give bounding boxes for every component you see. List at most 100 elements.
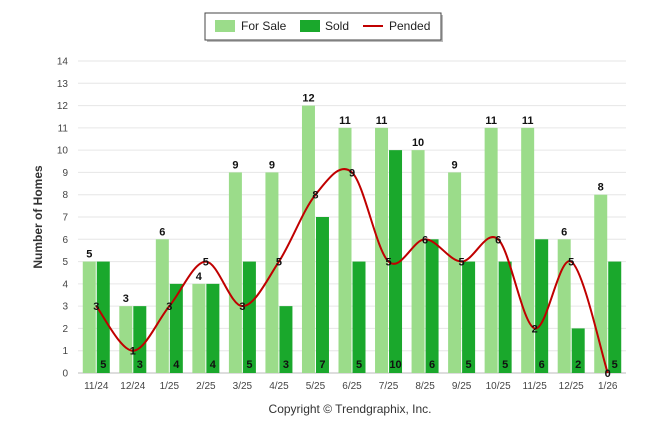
- label-for-sale-9-25: 9: [452, 159, 458, 171]
- label-for-sale-12-25: 6: [561, 226, 567, 238]
- y-tick-label-12: 12: [57, 101, 69, 112]
- label-for-sale-11-24: 5: [86, 249, 92, 261]
- label-pended-12-25: 5: [568, 257, 574, 269]
- x-tick-label-12-25: 12/25: [559, 381, 584, 392]
- x-axis-ticks: 11/24 12/24 1/25 2/25 3/25 4/25 5/25 6/25 7/25 8/…: [84, 381, 618, 392]
- label-for-sale-2-25: 4: [196, 271, 203, 283]
- legend-label-pended: Pended: [389, 19, 430, 33]
- bar-sold-3-25: [242, 261, 256, 373]
- bar-for-sale-9-25: [448, 172, 462, 373]
- label-sold-11-24: 5: [100, 359, 106, 371]
- label-sold-6-25: 5: [356, 359, 362, 371]
- label-for-sale-12-24: 3: [123, 293, 129, 305]
- label-sold-12-24: 3: [137, 359, 143, 371]
- copyright-credit: Copyright © Trendgraphix, Inc.: [269, 402, 432, 416]
- label-sold-7-25: 10: [389, 359, 401, 371]
- label-sold-12-25: 2: [575, 359, 581, 371]
- x-tick-label-1-26: 1/26: [598, 381, 618, 392]
- y-tick-label-13: 13: [57, 79, 69, 90]
- label-for-sale-4-25: 9: [269, 159, 275, 171]
- label-pended-10-25: 6: [495, 234, 501, 246]
- label-sold-5-25: 7: [319, 359, 325, 371]
- bar-sold-1-26: [608, 261, 622, 373]
- label-sold-1-25: 4: [173, 359, 180, 371]
- label-for-sale-3-25: 9: [232, 159, 238, 171]
- data-labels: 5533644495931271151110106951151166285313…: [86, 93, 618, 380]
- y-tick-label-2: 2: [62, 324, 68, 335]
- label-pended-11-24: 3: [93, 301, 99, 313]
- label-for-sale-6-25: 11: [339, 115, 351, 127]
- label-pended-12-24: 1: [130, 346, 136, 358]
- label-pended-7-25: 5: [385, 257, 391, 269]
- bar-for-sale-6-25: [338, 127, 352, 373]
- x-tick-label-6-25: 6/25: [342, 381, 362, 392]
- bar-for-sale-12-24: [119, 306, 133, 373]
- label-pended-6-25: 9: [349, 167, 355, 179]
- label-pended-11-25: 2: [532, 323, 538, 335]
- bar-sold-5-25: [315, 217, 329, 373]
- label-for-sale-7-25: 11: [376, 115, 388, 127]
- label-pended-1-26: 0: [605, 368, 611, 380]
- y-tick-label-5: 5: [62, 257, 68, 268]
- bars: [82, 105, 622, 374]
- label-pended-3-25: 3: [239, 301, 245, 313]
- pended-line-path: [95, 168, 609, 374]
- y-tick-label-14: 14: [57, 57, 69, 68]
- y-tick-label-7: 7: [62, 213, 68, 224]
- bar-for-sale-5-25: [301, 105, 315, 374]
- label-sold-9-25: 5: [466, 359, 472, 371]
- bar-sold-2-25: [206, 283, 220, 373]
- y-axis-label: Number of Homes: [31, 165, 45, 269]
- bar-for-sale-2-25: [192, 283, 206, 373]
- bar-sold-10-25: [498, 261, 512, 373]
- bar-sold-8-25: [425, 239, 439, 373]
- legend-box: [204, 12, 442, 41]
- label-sold-11-25: 6: [539, 359, 545, 371]
- y-tick-label-1: 1: [62, 346, 68, 357]
- bar-sold-12-25: [571, 328, 585, 373]
- x-tick-label-10-25: 10/25: [486, 381, 511, 392]
- x-tick-label-11-25: 11/25: [523, 381, 548, 392]
- bar-for-sale-11-25: [521, 127, 535, 373]
- pended-line: [95, 168, 609, 374]
- x-tick-label-2-25: 2/25: [196, 381, 216, 392]
- label-sold-4-25: 3: [283, 359, 289, 371]
- bar-sold-6-25: [352, 261, 366, 373]
- legend: For Sale Sold Pended: [204, 12, 443, 42]
- bar-for-sale-11-24: [82, 261, 96, 373]
- bar-sold-7-25: [389, 150, 403, 373]
- label-sold-3-25: 5: [246, 359, 252, 371]
- y-tick-label-10: 10: [57, 146, 69, 157]
- label-pended-9-25: 5: [459, 257, 465, 269]
- y-tick-label-11: 11: [58, 123, 69, 134]
- x-tick-label-5-25: 5/25: [306, 381, 326, 392]
- x-tick-label-7-25: 7/25: [379, 381, 399, 392]
- bar-sold-11-25: [535, 239, 549, 373]
- bar-for-sale-1-26: [594, 194, 608, 373]
- label-for-sale-10-25: 11: [485, 115, 497, 127]
- label-sold-2-25: 4: [210, 359, 217, 371]
- y-tick-label-6: 6: [62, 235, 68, 246]
- label-pended-4-25: 5: [276, 257, 282, 269]
- y-tick-label-9: 9: [62, 168, 68, 179]
- bar-for-sale-8-25: [411, 150, 425, 373]
- x-tick-label-11-24: 11/24: [84, 381, 109, 392]
- legend-label-for-sale: For Sale: [241, 19, 287, 33]
- x-tick-label-8-25: 8/25: [415, 381, 435, 392]
- y-tick-label-3: 3: [62, 302, 68, 313]
- y-tick-label-4: 4: [62, 279, 68, 290]
- label-for-sale-11-25: 11: [522, 115, 534, 127]
- bar-for-sale-1-25: [155, 239, 169, 373]
- y-tick-label-0: 0: [62, 369, 68, 380]
- bar-sold-9-25: [462, 261, 476, 373]
- label-for-sale-5-25: 12: [302, 93, 314, 105]
- legend-label-sold: Sold: [325, 19, 349, 33]
- label-sold-8-25: 6: [429, 359, 435, 371]
- x-tick-label-1-25: 1/25: [160, 381, 180, 392]
- x-tick-label-3-25: 3/25: [233, 381, 253, 392]
- label-sold-10-25: 5: [502, 359, 508, 371]
- x-tick-label-12-24: 12/24: [120, 381, 145, 392]
- bar-for-sale-10-25: [484, 127, 498, 373]
